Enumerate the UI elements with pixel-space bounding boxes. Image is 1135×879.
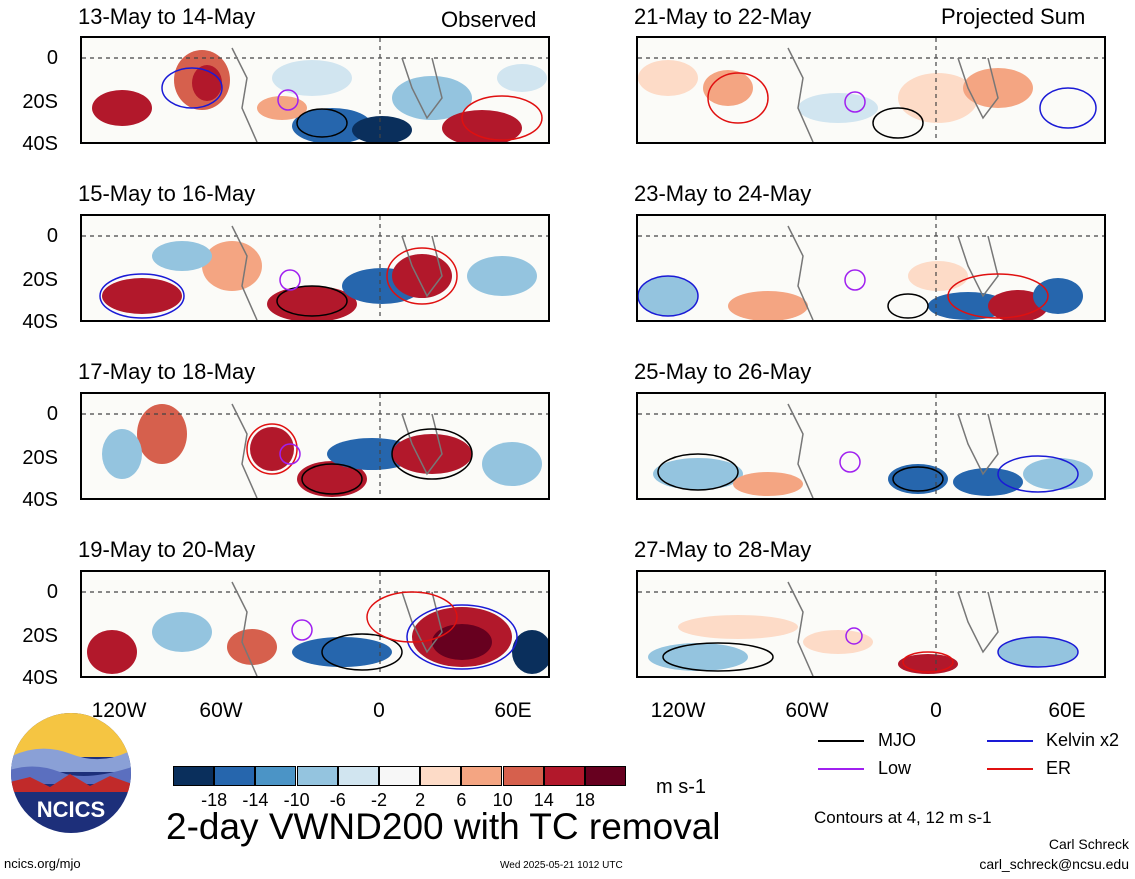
lon-label-60e: 60E (494, 699, 532, 722)
footer-url[interactable]: ncics.org/mjo (4, 856, 81, 871)
colorbar-swatch (296, 766, 338, 786)
map-field (82, 38, 548, 142)
panel-title-6: 23-May to 24-May (634, 181, 812, 206)
lat-label-40s: 40S (22, 489, 58, 511)
panel-title-2: 15-May to 16-May (78, 181, 256, 206)
lon-label-0: 0 (930, 699, 942, 722)
panel-title-7: 25-May to 26-May (634, 359, 812, 384)
map-panel-obs-2 (80, 214, 550, 322)
map-panel-proj-3 (636, 392, 1106, 500)
main-title: 2-day VWND200 with TC removal (166, 806, 721, 847)
colorbar-tick-label: 6 (456, 790, 467, 810)
legend-low-label: Low (878, 758, 912, 778)
panel-title-5: 21-May to 22-May (634, 4, 812, 29)
panel-label-observed: Observed (441, 7, 537, 32)
map-panel-obs-1 (80, 36, 550, 144)
colorbar-tick-label: 2 (415, 790, 426, 810)
map-panel-obs-3 (80, 392, 550, 500)
lat-label-0: 0 (46, 581, 58, 603)
map-field (638, 572, 1104, 676)
lon-label-0: 0 (373, 699, 385, 722)
lat-label-40s: 40S (22, 311, 58, 333)
map-field (638, 216, 1104, 320)
lat-label-0: 0 (46, 225, 58, 247)
lon-label-120w: 120W (91, 699, 147, 722)
colorbar-tick-label: -2 (370, 790, 387, 810)
ncics-logo-text: NCICS (37, 797, 105, 822)
colorbar-tick-label: 14 (533, 790, 554, 810)
colorbar-units: m s-1 (656, 776, 706, 798)
colorbar-swatch (379, 766, 420, 786)
lat-label-20s: 20S (22, 269, 58, 291)
map-panel-proj-1 (636, 36, 1106, 144)
lat-label-20s: 20S (22, 91, 58, 113)
map-field (82, 216, 548, 320)
footer-author: Carl Schreck (1048, 836, 1129, 852)
colorbar-swatch (543, 766, 585, 786)
legend-kelvin-line (987, 740, 1033, 742)
lat-label-40s: 40S (22, 667, 58, 689)
legend-low-line (818, 768, 864, 770)
lat-label-20s: 20S (22, 625, 58, 647)
footer-timestamp: Wed 2025-05-21 1012 UTC (500, 860, 623, 871)
lon-label-60w: 60W (785, 699, 829, 722)
map-field (638, 38, 1104, 142)
lat-label-20s: 20S (22, 447, 58, 469)
panel-title-8: 27-May to 28-May (634, 537, 812, 562)
contours-note: Contours at 4, 12 m s-1 (814, 808, 992, 827)
lat-label-0: 0 (46, 47, 58, 69)
colorbar-tick-label: -18 (201, 790, 228, 810)
map-field (638, 394, 1104, 498)
lon-label-60e: 60E (1048, 699, 1086, 722)
legend-kelvin-label: Kelvin x2 (1046, 730, 1120, 750)
colorbar-swatch (337, 766, 379, 786)
colorbar-swatch (173, 766, 214, 786)
colorbar-swatch (255, 766, 297, 786)
legend-er-label: ER (1046, 758, 1072, 778)
legend-mjo-label: MJO (878, 730, 916, 750)
colorbar-swatch (461, 766, 503, 786)
map-panel-obs-4 (80, 570, 550, 678)
map-field (82, 572, 548, 676)
map-panel-proj-4 (636, 570, 1106, 678)
colorbar-tick-label: -6 (329, 790, 346, 810)
colorbar-swatch (214, 766, 256, 786)
lat-label-40s: 40S (22, 133, 58, 155)
panel-label-projected: Projected Sum (941, 4, 1086, 29)
panel-title-1: 13-May to 14-May (78, 4, 256, 29)
panel-title-3: 17-May to 18-May (78, 359, 256, 384)
colorbar-tick-label: -14 (242, 790, 269, 810)
colorbar-tick-label: 18 (574, 790, 596, 810)
colorbar-tick-label: 10 (492, 790, 513, 810)
map-field (82, 394, 548, 498)
colorbar-tick-label: -10 (283, 790, 310, 810)
lon-label-60w: 60W (199, 699, 243, 722)
colorbar-swatch (502, 766, 544, 786)
lon-label-120w: 120W (650, 699, 706, 722)
footer-email[interactable]: carl_schreck@ncsu.edu (979, 856, 1129, 872)
legend-mjo-line (818, 740, 864, 742)
ncics-logo-graphic: NCICS (11, 713, 131, 833)
map-panel-proj-2 (636, 214, 1106, 322)
colorbar-swatch (420, 766, 462, 786)
ncics-logo: NCICS (10, 712, 132, 834)
panel-title-4: 19-May to 20-May (78, 537, 256, 562)
colorbar-swatch (585, 766, 626, 786)
lat-label-0: 0 (46, 403, 58, 425)
legend-er-line (987, 768, 1033, 770)
